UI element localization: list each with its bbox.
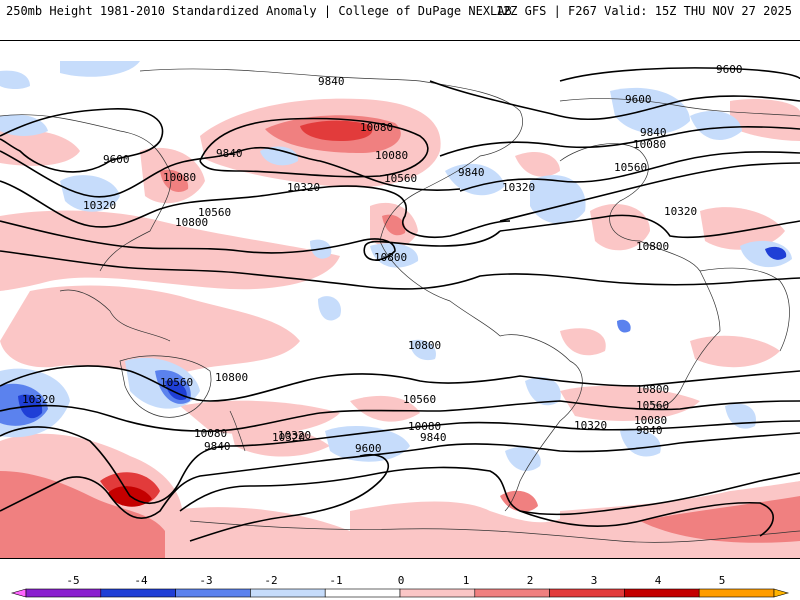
colorbar-segment — [25, 588, 102, 598]
contour-label: 10320 — [272, 431, 305, 444]
contour-label: 10320 — [83, 199, 116, 212]
colorbar-tick-label: 1 — [463, 574, 470, 587]
contour-label: 10320 — [287, 181, 320, 194]
colorbar-tick-label: 3 — [591, 574, 598, 587]
contour-labels: 9840 10080 9600 9840 10080 10320 10560 1… — [22, 63, 743, 455]
contour-label: 10320 — [574, 419, 607, 432]
contour-label: 10320 — [22, 393, 55, 406]
contour-label: 10800 — [636, 383, 669, 396]
contour-label: 10080 — [633, 138, 666, 151]
contour-label: 10560 — [636, 399, 669, 412]
colorbar-segment — [324, 588, 401, 598]
contour-label: 9600 — [625, 93, 652, 106]
contour-label: 9840 — [640, 126, 667, 139]
contour-label: 10560 — [403, 393, 436, 406]
colorbar-segment — [698, 588, 775, 598]
contour-label: 10320 — [278, 429, 311, 442]
colorbar-tick-label: -4 — [134, 574, 148, 587]
contour-label: 9840 — [636, 424, 663, 437]
colorbar-tick-label: 0 — [398, 574, 405, 587]
height-contours — [0, 67, 800, 542]
contour-label: 9840 — [204, 440, 231, 453]
colorbar-tick-label: 2 — [527, 574, 534, 587]
anomaly-colorbar: -5 -4 -3 -2 -1 0 1 2 3 4 5 — [10, 574, 790, 598]
colorbar-segments — [10, 588, 790, 598]
contour-label: 9840 — [216, 147, 243, 160]
contour-label: 10560 — [384, 172, 417, 185]
anomaly-map: 9840 10080 9600 9840 10080 10320 10560 1… — [0, 61, 800, 558]
contour-label: 10800 — [374, 251, 407, 264]
colorbar-tick-label: -5 — [66, 574, 79, 587]
colorbar-segment — [399, 588, 476, 598]
contour-label: 10080 — [194, 427, 227, 440]
contour-label: 10800 — [215, 371, 248, 384]
colorbar-segment — [175, 588, 251, 598]
colorbar-tick-label: 5 — [719, 574, 726, 587]
contour-label: 10320 — [664, 205, 697, 218]
colorbar-segment — [100, 588, 176, 598]
contour-label: 10560 — [198, 206, 231, 219]
colorbar-segment — [250, 588, 326, 598]
contour-label: 10080 — [163, 171, 196, 184]
map-area: 9840 10080 9600 9840 10080 10320 10560 1… — [0, 40, 800, 559]
map-title: 250mb Height 1981-2010 Standardized Anom… — [6, 4, 512, 18]
colorbar-tick-label: -2 — [264, 574, 277, 587]
contour-label: 10080 — [408, 420, 441, 433]
contour-label: 10800 — [175, 216, 208, 229]
positive-anomaly-shading — [0, 98, 800, 558]
colorbar-segment — [624, 588, 700, 598]
contour-label: 10800 — [636, 240, 669, 253]
colorbar-segment — [773, 588, 790, 598]
contour-label: 9840 — [420, 431, 447, 444]
colorbar-tick-label: -1 — [329, 574, 342, 587]
colorbar-segment — [474, 588, 550, 598]
contour-label: 9600 — [716, 63, 743, 76]
colorbar-segment — [10, 588, 27, 598]
model-run-info: 12Z GFS | F267 Valid: 15Z THU NOV 27 202… — [495, 4, 792, 18]
colorbar-ticks: -5 -4 -3 -2 -1 0 1 2 3 4 5 — [66, 574, 725, 587]
colorbar-segment — [549, 588, 625, 598]
contour-label: 10080 — [360, 121, 393, 134]
colorbar-tick-label: 4 — [655, 574, 662, 587]
contour-label: 10320 — [502, 181, 535, 194]
contour-label: 10560 — [614, 161, 647, 174]
contour-label: 10080 — [375, 149, 408, 162]
contour-label: 9600 — [103, 153, 130, 166]
contour-label: 9840 — [318, 75, 345, 88]
contour-label: 10560 — [160, 376, 193, 389]
contour-label: 9600 — [355, 442, 382, 455]
contour-label: 10800 — [408, 339, 441, 352]
colorbar-tick-label: -3 — [199, 574, 212, 587]
contour-label: 10080 — [634, 414, 667, 427]
contour-label: 9840 — [458, 166, 485, 179]
